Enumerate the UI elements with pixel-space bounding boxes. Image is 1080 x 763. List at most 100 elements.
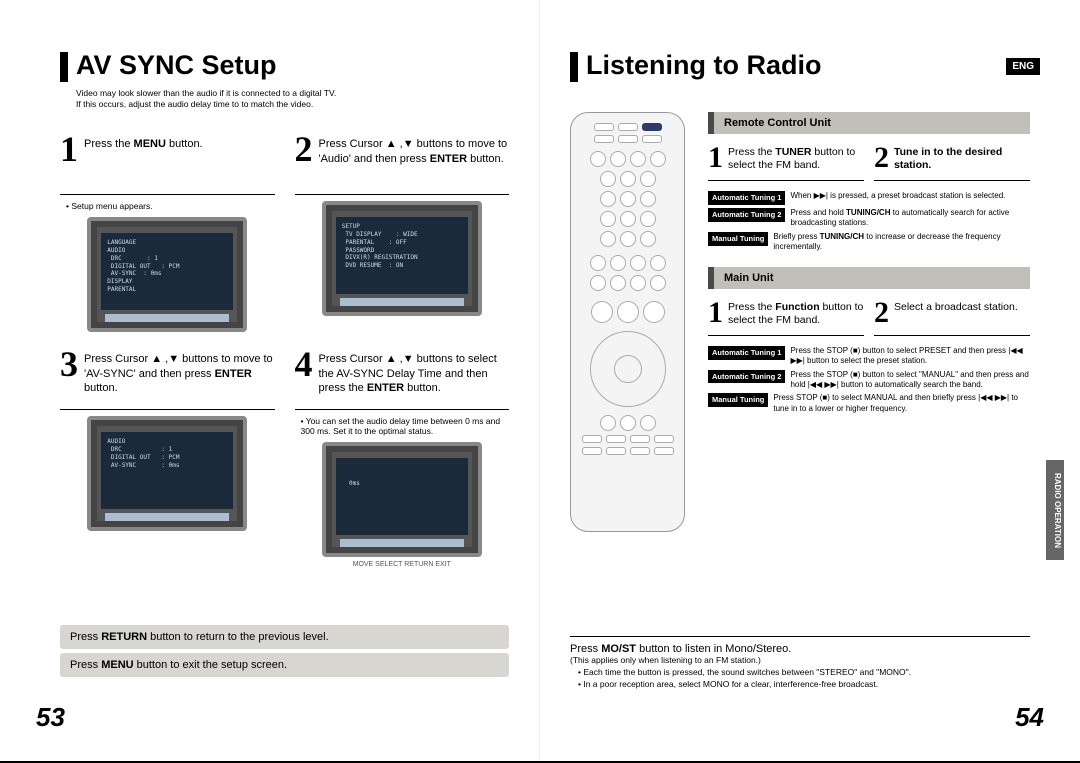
language-badge: ENG (1006, 58, 1040, 75)
step-number: 2 (295, 133, 313, 165)
tuning-label: Automatic Tuning 1 (708, 191, 785, 205)
t: TUNER (775, 146, 811, 158)
t: Press (70, 659, 101, 671)
steps-grid: 1 Press the MENU button. Setup menu appe… (60, 133, 509, 568)
t: RETURN (101, 631, 147, 643)
footnote-1: Each time the button is pressed, the sou… (578, 667, 1030, 677)
most-hint: Press MO/ST button to listen in Mono/Ste… (570, 643, 1030, 655)
tuning-text: Press STOP (■) to select MANUAL and then… (773, 393, 1030, 414)
tv-footer-bar (105, 513, 229, 521)
t: button to listen in Mono/Stereo. (636, 643, 791, 655)
t: Function (775, 301, 819, 313)
step-text: Press the TUNER button to select the FM … (728, 144, 864, 172)
section-remote-heading: Remote Control Unit (708, 112, 1030, 134)
page-right: Listening to Radio ENG (540, 0, 1080, 761)
t: button. (166, 138, 203, 150)
tuning-text: Briefly press TUNING/CH to increase or d… (773, 232, 1030, 253)
t: TUNING/CH (846, 208, 890, 217)
step-text: Press the Function button to select the … (728, 299, 864, 327)
remote-column (570, 112, 700, 532)
tv-menu-text: AUDIO DRC : 1 DIGITAL OUT : PCM AV-SYNC … (101, 432, 233, 509)
tuning-text: Press the STOP (■) button to select PRES… (790, 346, 1030, 367)
title-accent (570, 52, 578, 82)
tuning-text: Press and hold TUNING/CH to automaticall… (790, 208, 1030, 229)
tv-screenshot: AUDIO DRC : 1 DIGITAL OUT : PCM AV-SYNC … (87, 416, 247, 531)
tuning-text: Press the STOP (■) button to select "MAN… (790, 370, 1030, 391)
t: MENU (134, 138, 166, 150)
t: Press and hold (790, 208, 846, 217)
title-row: Listening to Radio (570, 50, 1030, 82)
t: Tune in to the desired station. (894, 146, 1002, 171)
tuning-label: Automatic Tuning 1 (708, 346, 785, 360)
t: ENTER (430, 153, 467, 165)
remote-control-illustration (570, 112, 685, 532)
t: button. (404, 382, 441, 394)
most-sub: (This applies only when listening to an … (570, 655, 1030, 665)
section-main-heading: Main Unit (708, 267, 1030, 289)
tv-screenshot: 0ms (322, 442, 482, 557)
t: Press the (728, 301, 775, 313)
step-text: Tune in to the desired station. (894, 144, 1030, 172)
title-accent (60, 52, 68, 82)
step-text: Press the MENU button. (84, 133, 203, 151)
section-tab: RADIO OPERATION (1046, 460, 1064, 560)
step-number: 4 (295, 348, 313, 380)
step-text: Select a broadcast station. (894, 299, 1018, 327)
step-text: Press Cursor ▲ ,▼ buttons to select the … (319, 348, 510, 395)
step-bullet: You can set the audio delay time between… (301, 416, 510, 436)
footnote-2: In a poor reception area, select MONO fo… (578, 679, 1030, 689)
step-text: Press Cursor ▲ ,▼ buttons to move to 'Au… (319, 133, 510, 166)
mu-manual-tuning: Manual Tuning Press STOP (■) to select M… (708, 393, 1030, 414)
step-head: 3 Press Cursor ▲ ,▼ buttons to move to '… (60, 348, 275, 410)
page-spread: AV SYNC Setup Video may look slower than… (0, 0, 1080, 763)
t: button to exit the setup screen. (134, 659, 287, 671)
menu-hint: Press MENU button to exit the setup scre… (60, 653, 509, 677)
mu-auto-tuning-1: Automatic Tuning 1 Press the STOP (■) bu… (708, 346, 1030, 367)
subtitle-line2: If this occurs, adjust the audio delay t… (76, 99, 313, 109)
t: MO/ST (601, 643, 636, 655)
page-left: AV SYNC Setup Video may look slower than… (0, 0, 540, 761)
tv-footer-bar (340, 539, 464, 547)
page-number: 54 (1015, 702, 1044, 733)
footer-zone: Press MO/ST button to listen in Mono/Ste… (570, 636, 1030, 689)
step-number: 2 (874, 299, 889, 327)
t: ENTER (367, 382, 404, 394)
step-head: 4 Press Cursor ▲ ,▼ buttons to select th… (295, 348, 510, 410)
t: button. (467, 153, 504, 165)
tuning-label: Automatic Tuning 2 (708, 370, 785, 384)
title-row: AV SYNC Setup (60, 50, 509, 82)
step-4: 4 Press Cursor ▲ ,▼ buttons to select th… (295, 348, 510, 568)
t: Press the (728, 146, 775, 158)
auto-tuning-2: Automatic Tuning 2 Press and hold TUNING… (708, 208, 1030, 229)
t: button to return to the previous level. (147, 631, 329, 643)
step-text: Press Cursor ▲ ,▼ buttons to move to 'AV… (84, 348, 275, 395)
return-hint: Press RETURN button to return to the pre… (60, 625, 509, 649)
footer-actions: Press RETURN button to return to the pre… (60, 621, 509, 681)
step-number: 2 (874, 144, 889, 172)
main-step-2: 2 Select a broadcast station. (874, 299, 1030, 336)
t: Briefly press (773, 232, 819, 241)
t: button. (84, 382, 118, 394)
tv-footer-bar (340, 298, 464, 306)
t: ENTER (215, 368, 252, 380)
subtitle-line1: Video may look slower than the audio if … (76, 88, 336, 98)
tuning-label: Manual Tuning (708, 232, 768, 246)
tv-menu-text: 0ms (336, 458, 468, 535)
step-number: 1 (60, 133, 78, 165)
step-bullet: Setup menu appears. (66, 201, 275, 211)
tv-menu-text: SETUP TV DISPLAY : WIDE PARENTAL : OFF P… (336, 217, 468, 294)
remote-step-2: 2 Tune in to the desired station. (874, 144, 1030, 181)
tuning-text: When ▶▶| is pressed, a preset broadcast … (790, 191, 1005, 205)
t: Press (570, 643, 601, 655)
tuning-label: Manual Tuning (708, 393, 768, 407)
title-subtitle: Video may look slower than the audio if … (76, 88, 509, 109)
step-3: 3 Press Cursor ▲ ,▼ buttons to move to '… (60, 348, 275, 568)
t: Press (70, 631, 101, 643)
t: MENU (101, 659, 133, 671)
manual-tuning: Manual Tuning Briefly press TUNING/CH to… (708, 232, 1030, 253)
tv-screenshot: SETUP TV DISPLAY : WIDE PARENTAL : OFF P… (322, 201, 482, 316)
content-row: Remote Control Unit 1 Press the TUNER bu… (570, 112, 1030, 532)
tv-screenshot: LANGUAGE AUDIO DRC : 1 DIGITAL OUT : PCM… (87, 217, 247, 332)
t: Press the (84, 138, 134, 150)
step-number: 3 (60, 348, 78, 380)
